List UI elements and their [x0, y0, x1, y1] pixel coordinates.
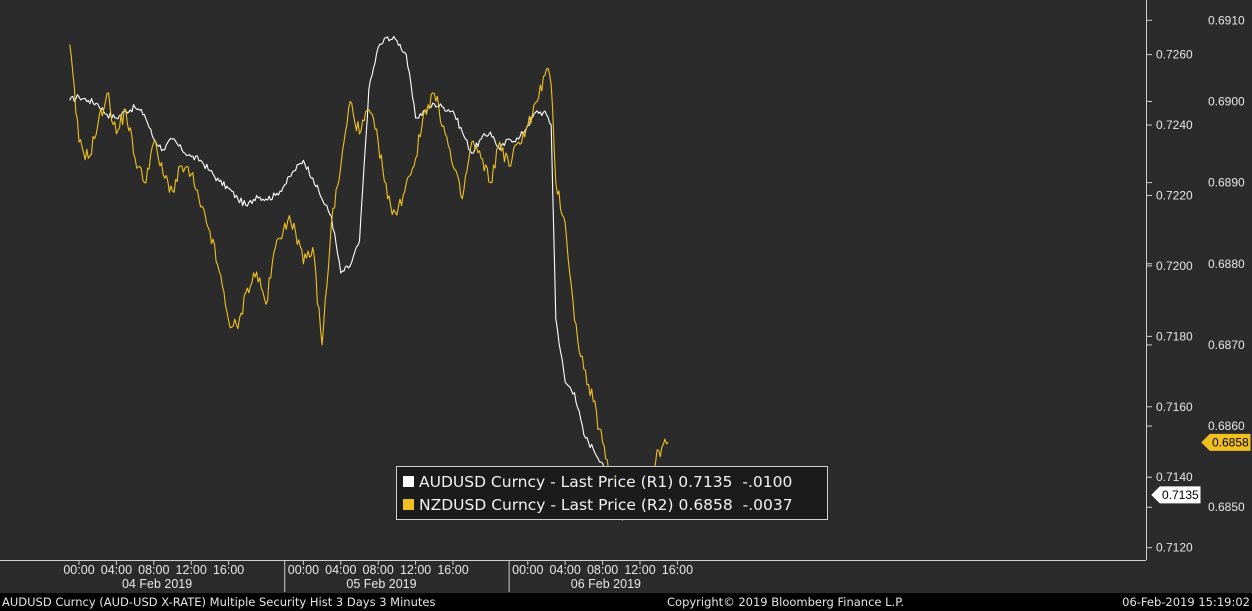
r1-tick-label: 0.7180 [1156, 329, 1193, 343]
nzdusd-last-tag: 0.6858 [1201, 433, 1251, 451]
r1-tick-label: 0.7200 [1156, 259, 1193, 273]
r2-tick-label: 0.6900 [1208, 94, 1245, 108]
footer-copyright: Copyright© 2019 Bloomberg Finance L.P. [667, 595, 904, 609]
r1-tick-label: 0.7260 [1156, 48, 1193, 62]
legend-series-name: NZDUSD Curncy - Last Price (R2) [419, 495, 674, 514]
x-tick-label: 16:00 [213, 563, 244, 577]
x-tick-label: 08:00 [138, 563, 169, 577]
x-tick-label: 00:00 [512, 563, 543, 577]
tag-value: 0.6858 [1212, 435, 1249, 449]
legend-item-aud: AUDUSD Curncy - Last Price (R1) 0.7135 -… [403, 470, 821, 493]
r2-tick-label: 0.6860 [1208, 419, 1245, 433]
x-tick-label: 12:00 [400, 563, 431, 577]
x-tick-label: 04:00 [101, 563, 132, 577]
r2-tick-label: 0.6890 [1208, 176, 1245, 190]
x-day-label: 06 Feb 2019 [571, 577, 641, 591]
legend-last-value: 0.7135 [678, 472, 733, 491]
series-lines [69, 35, 669, 521]
x-tick-label: 16:00 [662, 563, 693, 577]
legend-item-nzd: NZDUSD Curncy - Last Price (R2) 0.6858 -… [403, 493, 821, 516]
r1-tick-label: 0.7240 [1156, 118, 1193, 132]
r2-tick-label: 0.6850 [1208, 500, 1245, 514]
last-price-tags: 0.7135 0.6858 [1151, 433, 1251, 504]
legend-swatch-nzd [403, 499, 414, 510]
footer-timestamp: 06-Feb-2019 15:19:02 [1122, 595, 1250, 609]
footer-security-info: AUDUSD Curncy (AUD-USD X-RATE) Multiple … [2, 595, 436, 609]
x-tick-label: 00:00 [288, 563, 319, 577]
r1-axis-ticks: 0.7260 0.7240 0.7220 0.7200 0.7180 0.7160 0.71… [1146, 48, 1193, 555]
r2-tick-label: 0.6870 [1208, 338, 1245, 352]
x-tick-label: 00:00 [63, 563, 94, 577]
x-tick-label: 04:00 [550, 563, 581, 577]
r1-tick-label: 0.7220 [1156, 188, 1193, 202]
legend-last-value: 0.6858 [678, 495, 733, 514]
tag-shape [1201, 433, 1251, 451]
audusd-series-line [69, 35, 669, 521]
r1-tick-label: 0.7160 [1156, 400, 1193, 414]
x-tick-label: 08:00 [587, 563, 618, 577]
tag-shape [1151, 486, 1201, 504]
legend: AUDUSD Curncy - Last Price (R1) 0.7135 -… [396, 466, 828, 520]
x-tick-label: 16:00 [437, 563, 468, 577]
x-day-label: 05 Feb 2019 [346, 577, 416, 591]
nzdusd-series-line [69, 44, 669, 508]
r2-tick-label: 0.6880 [1208, 257, 1245, 271]
audusd-last-tag: 0.7135 [1151, 486, 1201, 504]
r2-axis-ticks: 0.6910 0.6900 0.6890 0.6880 0.6870 0.6860 0.68… [1146, 13, 1245, 514]
r1-tick-label: 0.7120 [1156, 541, 1193, 555]
tag-value: 0.7135 [1162, 488, 1199, 502]
legend-change-value: -.0100 [742, 472, 793, 491]
x-tick-label: 12:00 [176, 563, 207, 577]
footer-bar: AUDUSD Curncy (AUD-USD X-RATE) Multiple … [0, 593, 1252, 611]
legend-series-name: AUDUSD Curncy - Last Price (R1) [419, 472, 674, 491]
x-axis-ticks: 00:00 04:00 08:00 12:00 16:00 00:00 04:00 08:00… [63, 560, 693, 592]
x-tick-label: 08:00 [363, 563, 394, 577]
legend-swatch-aud [403, 476, 414, 487]
legend-change-value: -.0037 [742, 495, 793, 514]
x-day-label: 04 Feb 2019 [122, 577, 192, 591]
r2-tick-label: 0.6910 [1208, 13, 1245, 27]
x-tick-label: 04:00 [325, 563, 356, 577]
r1-tick-label: 0.7140 [1156, 470, 1193, 484]
x-tick-label: 12:00 [624, 563, 655, 577]
